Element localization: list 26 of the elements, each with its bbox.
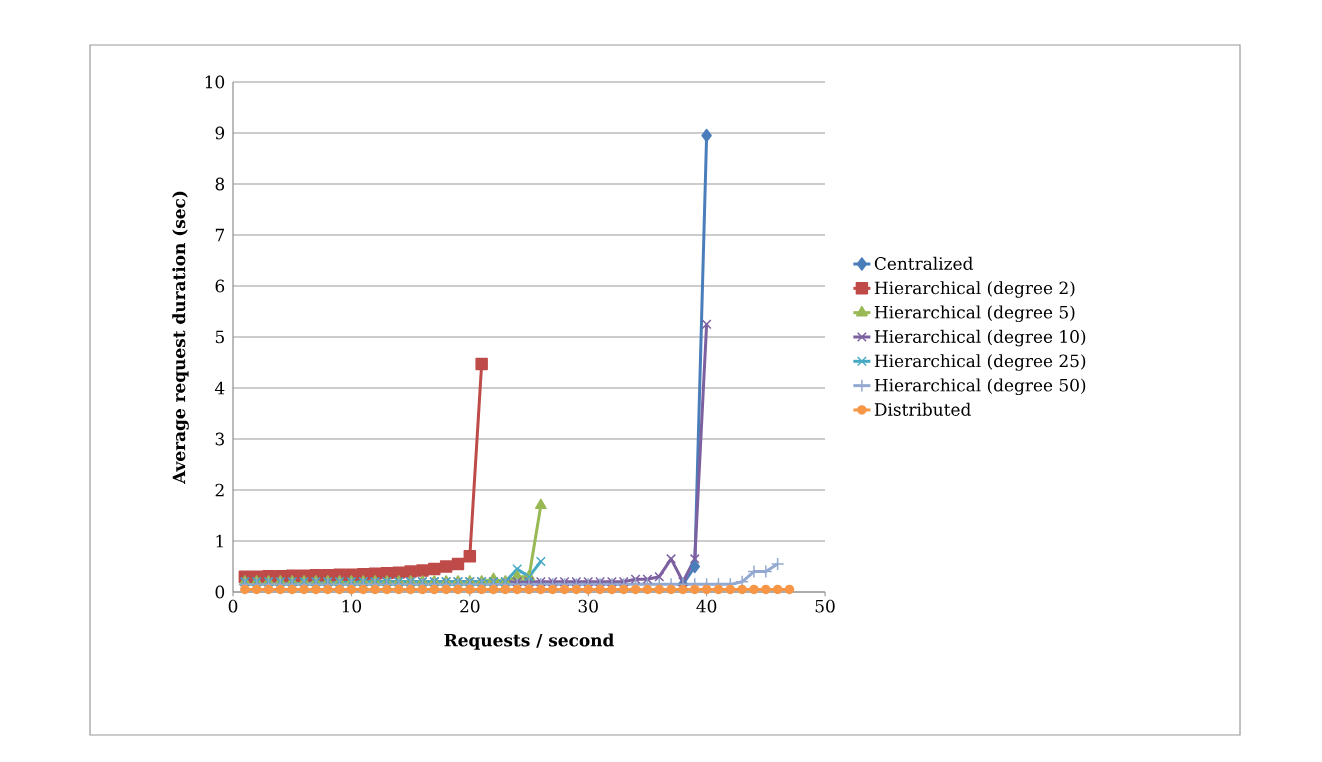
y-tick-label: 1 — [216, 534, 223, 548]
y-tick-label: 6 — [215, 279, 225, 293]
x-tick-label: 0 — [228, 599, 238, 613]
legend-label: Hierarchical (degree 50) — [874, 378, 1086, 396]
y-tick-label: 10 — [205, 75, 225, 89]
x-tick-label: 50 — [815, 599, 835, 613]
legend-label: Distributed — [874, 402, 971, 416]
x-tick-label: 40 — [696, 599, 717, 613]
x-tick-label: 10 — [342, 599, 362, 613]
legend-label: Hierarchical (degree 5) — [874, 305, 1075, 323]
y-tick-label: 9 — [215, 126, 225, 140]
legend-label: Hierarchical (degree 25) — [874, 354, 1086, 371]
x-tick-label: 30 — [578, 599, 598, 613]
x-axis-title: Requests / second — [444, 633, 614, 650]
y-axis-title: Average request duration (sec) — [172, 191, 189, 485]
y-tick-label: 8 — [215, 177, 225, 191]
y-tick-label: 4 — [214, 381, 225, 395]
legend-label: Hierarchical (degree 2) — [874, 281, 1075, 298]
y-tick-label: 3 — [215, 432, 224, 446]
y-tick-label: 7 — [215, 228, 225, 242]
x-tick-label: 20 — [460, 599, 480, 613]
y-tick-label: 2 — [215, 483, 224, 497]
y-tick-label: 5 — [215, 330, 224, 344]
legend-label: Centralized — [874, 256, 973, 270]
y-tick-label: 0 — [215, 585, 225, 599]
legend-label: Hierarchical (degree 10) — [874, 329, 1086, 347]
